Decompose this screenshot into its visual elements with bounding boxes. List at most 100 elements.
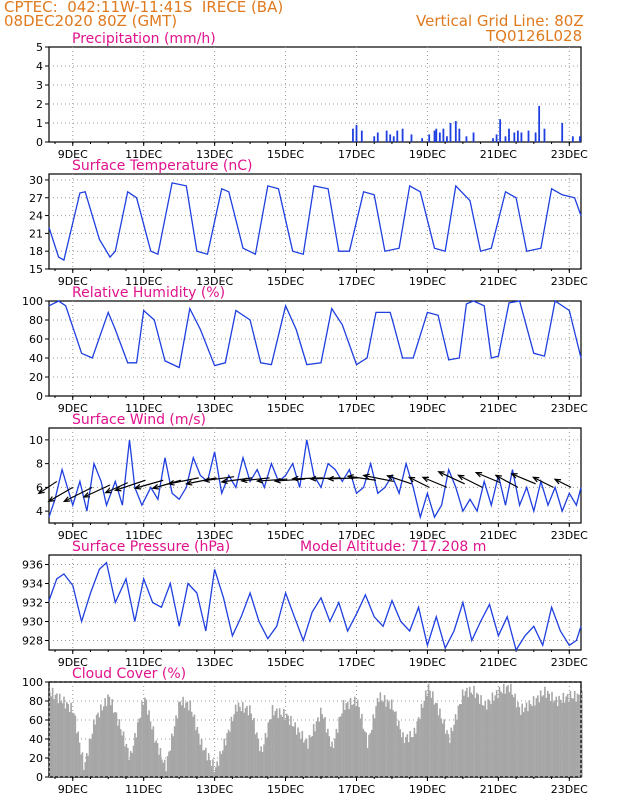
cloud-bar	[456, 719, 458, 777]
cloud-bar	[375, 706, 377, 777]
x-tick-label: 23DEC	[551, 529, 588, 542]
cloud-bar	[253, 717, 255, 777]
cloud-bar	[466, 687, 468, 777]
cloud-bar	[91, 733, 94, 777]
cloud-bar	[71, 712, 74, 777]
y-tick-label: 15	[29, 263, 43, 276]
y-tick-label: 0	[36, 771, 43, 784]
cloud-bar	[209, 760, 211, 777]
y-tick-label: 1	[36, 117, 43, 130]
x-tick-label: 9DEC	[58, 275, 88, 288]
y-tick-label: 40	[29, 733, 43, 746]
cloud-bar	[153, 742, 156, 777]
cloud-bar	[572, 698, 575, 777]
cloud-bar	[250, 713, 253, 777]
cloud-bar	[502, 683, 505, 777]
cloud-bar	[432, 691, 434, 777]
cloud-bar	[566, 694, 569, 777]
x-tick-label: 9DEC	[58, 529, 88, 542]
cloud-bar	[97, 712, 99, 777]
cloud-bar	[216, 761, 219, 777]
cloud-bar	[554, 700, 556, 777]
cloud-bar	[345, 703, 348, 777]
cloud-bar	[134, 733, 136, 777]
cloud-bar	[555, 696, 558, 777]
x-tick-label: 11DEC	[125, 275, 162, 288]
precip-bar	[401, 128, 404, 142]
wind-arrow-head	[202, 477, 211, 483]
cloud-bar	[527, 711, 529, 777]
x-tick-label: 21DEC	[480, 275, 517, 288]
cloud-bar	[205, 747, 207, 777]
x-tick-label: 17DEC	[338, 275, 375, 288]
wind-arrow-head	[62, 496, 71, 503]
cloud-bar	[355, 706, 358, 777]
cloud-bar	[579, 701, 582, 777]
wind-arrow	[495, 474, 519, 488]
wind-arrow-head	[104, 487, 112, 494]
precip-bar	[579, 136, 581, 142]
precip-bar	[571, 136, 574, 142]
cloud-bar	[451, 731, 454, 777]
cloud-bar	[392, 710, 394, 777]
panel-title: Surface Wind (m/s)	[72, 412, 206, 428]
plot-frame	[48, 300, 582, 397]
cloud-bar	[158, 754, 160, 777]
cloud-bar	[546, 690, 549, 777]
wind-arrow-head	[184, 480, 193, 486]
cloud-bar	[148, 710, 150, 777]
cloud-bar	[141, 701, 143, 777]
precip-bar	[561, 123, 564, 142]
cloud-bar	[460, 704, 463, 777]
precip-bar	[495, 134, 498, 142]
y-tick-label: 932	[22, 597, 43, 610]
cloud-bar	[199, 744, 201, 777]
cloud-bar	[122, 731, 125, 777]
x-tick-label: 19DEC	[409, 656, 446, 669]
cloud-bar	[581, 690, 583, 777]
cloud-bar	[146, 714, 149, 777]
wind-arrow	[408, 476, 430, 488]
panel-cloud: Cloud Cover (%) 0 20 40 60 80 100 9DEC 11DEC 13DE…	[22, 666, 588, 796]
wind-arrow-head	[37, 488, 45, 495]
precip-bar	[543, 128, 546, 142]
x-tick-label: 23DEC	[551, 783, 588, 796]
cloud-bar	[67, 704, 70, 777]
y-tick-label: 18	[29, 245, 43, 258]
x-tick-label: 23DEC	[551, 402, 588, 415]
cloud-bar	[58, 693, 61, 777]
cloud-bar	[312, 724, 315, 777]
cloud-bar	[264, 732, 267, 777]
cloud-bar	[495, 690, 498, 777]
cloud-bar	[534, 705, 536, 777]
cloud-bar	[338, 717, 341, 777]
cloud-bar	[288, 724, 291, 777]
cloud-bar	[514, 693, 516, 777]
cloud-bar	[488, 700, 491, 777]
cloud-bar	[117, 725, 119, 777]
wind-arrow	[204, 476, 235, 482]
cloud-bar	[322, 718, 325, 777]
cloud-bar	[447, 734, 450, 777]
wind-arrow	[241, 477, 270, 482]
precip-bar	[392, 136, 395, 142]
cloud-bar	[278, 708, 281, 777]
x-tick-label: 11DEC	[125, 783, 162, 796]
precip-bar	[472, 132, 475, 142]
x-tick-label: 11DEC	[125, 656, 162, 669]
cloud-bar	[271, 704, 274, 777]
cloud-bar	[437, 715, 440, 777]
cloud-bar	[281, 716, 284, 777]
cloud-bar	[321, 714, 323, 777]
precip-bar	[508, 128, 510, 142]
cloud-bar	[429, 690, 431, 777]
cloud-bar	[85, 753, 88, 777]
header-model-id: TQ0126L028	[486, 27, 583, 45]
cloud-bar	[576, 693, 579, 777]
cloud-bar	[468, 686, 471, 777]
cloud-bar	[373, 718, 376, 777]
wind-arrow-head	[421, 476, 429, 483]
cloud-bar	[101, 710, 104, 777]
cloud-bar	[226, 733, 228, 777]
cloud-bar	[247, 715, 250, 777]
